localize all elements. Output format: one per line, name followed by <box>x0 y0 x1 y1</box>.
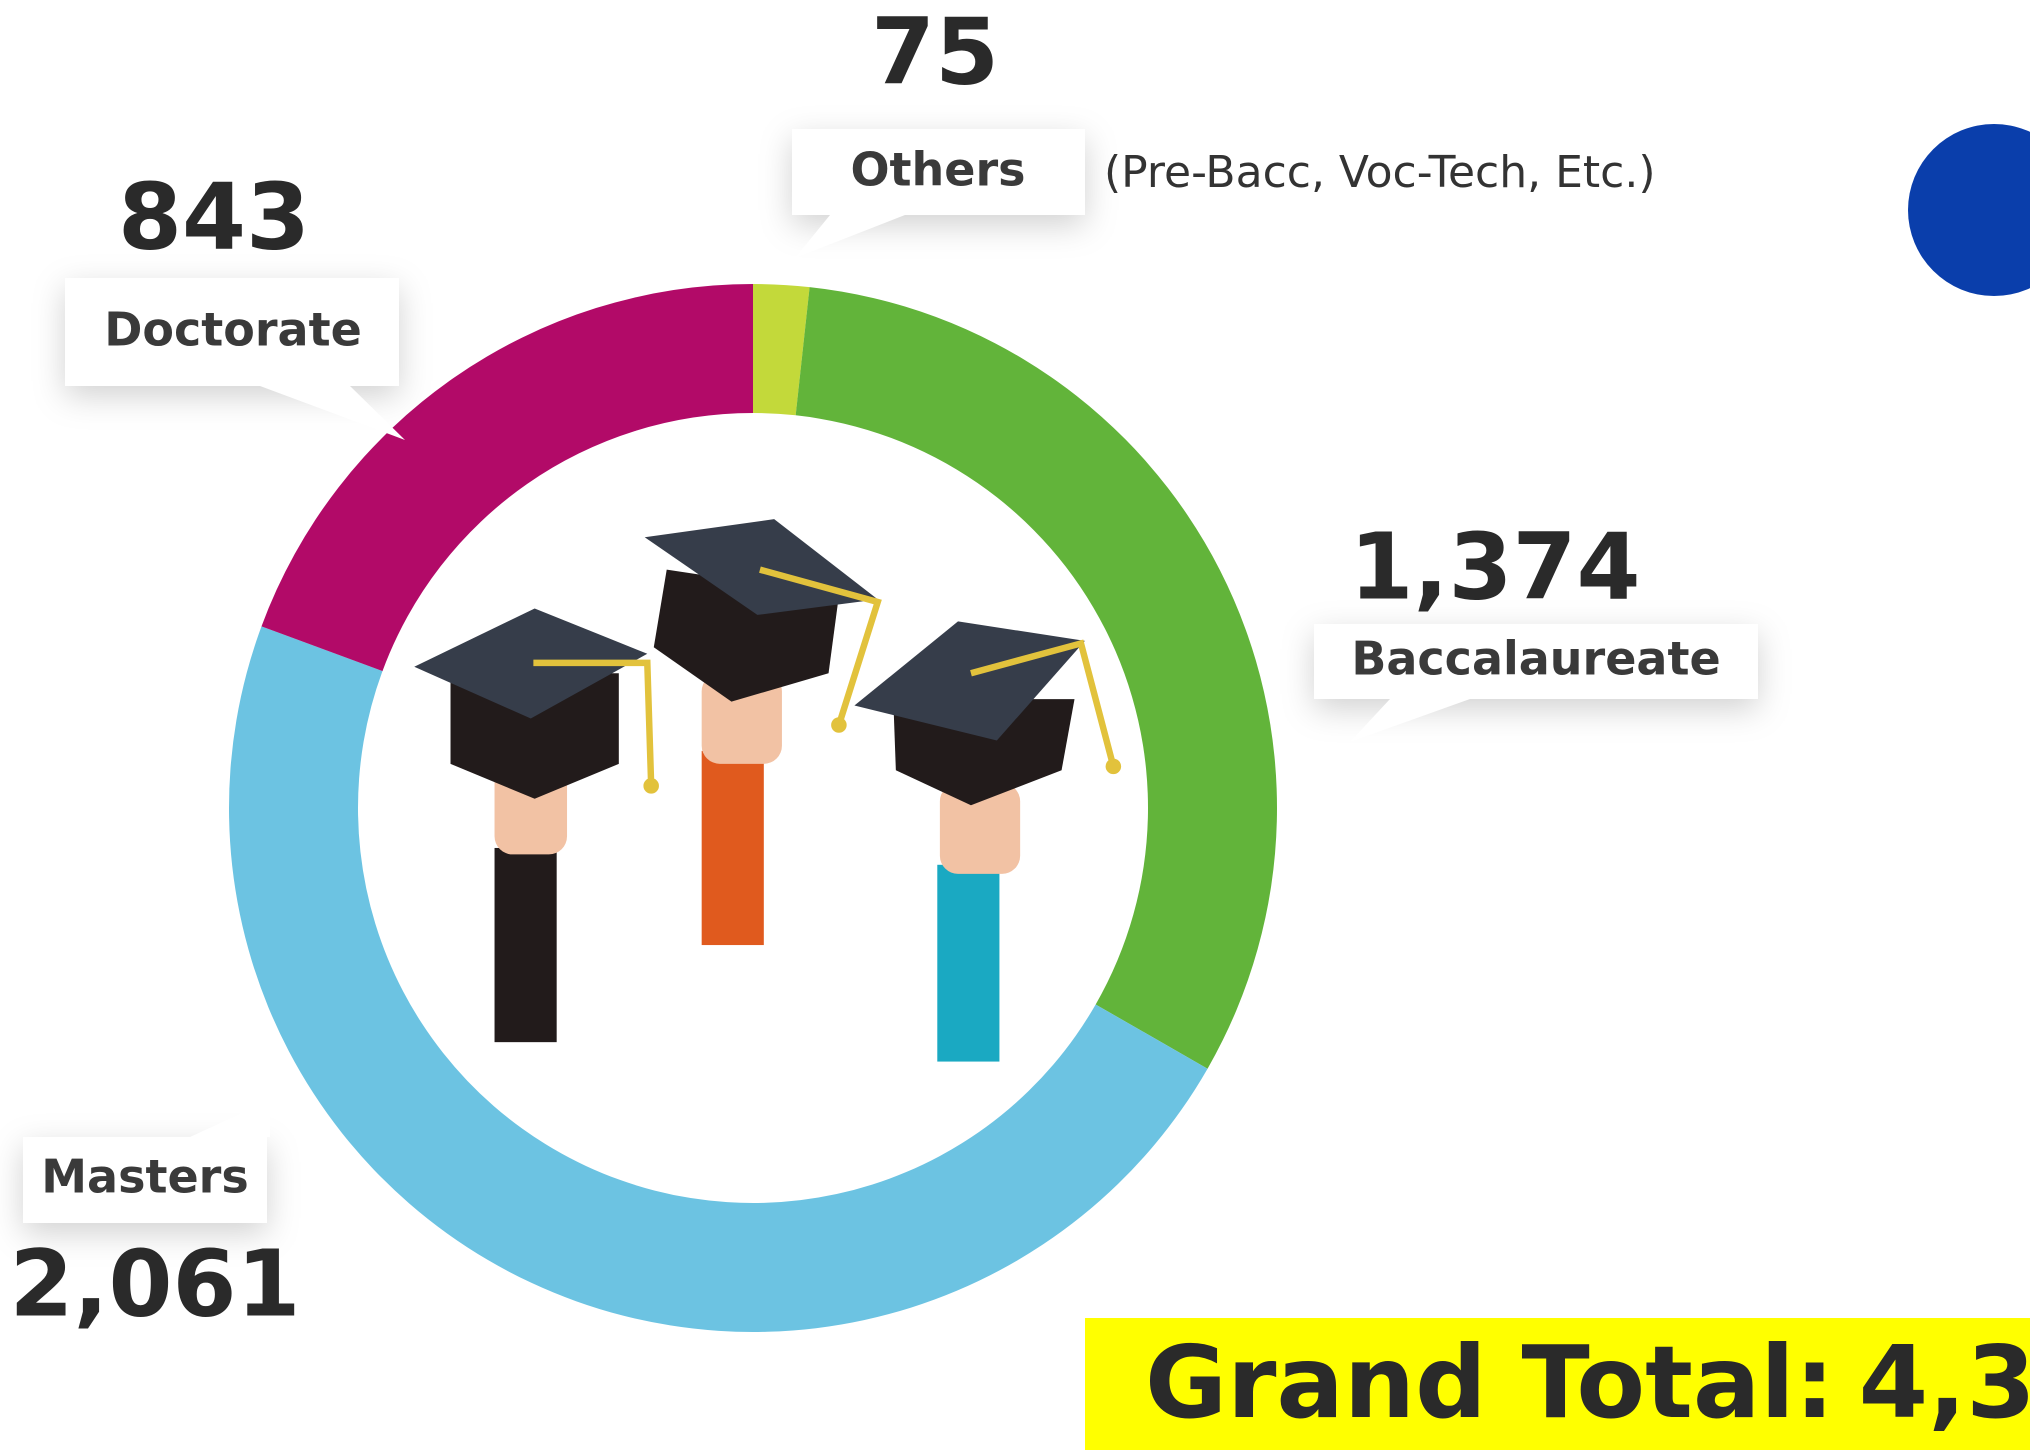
callout-pointer <box>190 1100 270 1137</box>
callout-box-face <box>1314 624 1758 699</box>
callout-box-face <box>792 129 1085 215</box>
value-label: 843 <box>118 163 310 270</box>
donut-segment <box>753 284 810 416</box>
callout: Doctorate 843 <box>65 163 405 440</box>
others-detail: (Pre-Bacc, Voc-Tech, Etc.) <box>1104 147 1655 198</box>
category-label: Baccalaureate <box>1351 632 1720 686</box>
category-label: Masters <box>41 1150 248 1204</box>
category-label: Doctorate <box>104 303 362 357</box>
graduates-illustration <box>414 519 1122 1062</box>
total-label: Grand Total: <box>1145 1324 1835 1441</box>
value-label: 1,374 <box>1349 513 1640 620</box>
donut-segment <box>228 626 1208 1333</box>
decor-dot <box>1908 124 2030 296</box>
donut <box>228 284 1278 1333</box>
callout-box-face <box>23 1137 267 1223</box>
callout-box-face <box>65 278 399 386</box>
donut-segment <box>261 284 753 672</box>
callout: Baccalaureate 1,374 <box>1314 513 1758 742</box>
value-label: 2,061 <box>9 1230 300 1337</box>
callout: Masters 2,061 <box>9 1100 301 1337</box>
grand-total: Grand Total:4,353 <box>1145 1324 2030 1441</box>
callout-pointer <box>795 215 905 258</box>
callout-pointer <box>1350 699 1470 742</box>
total-box <box>1085 1318 2030 1450</box>
value-label: 75 <box>871 0 999 105</box>
callout-pointer <box>260 386 405 440</box>
total-value: 4,353 <box>1859 1324 2030 1441</box>
donut-segment <box>795 287 1278 1069</box>
category-label: Others <box>850 143 1025 197</box>
labels: Others 75 Baccalaureate 1,374 Masters 2,061 Do… <box>9 0 1758 1337</box>
callout: Others 75 <box>792 0 1085 258</box>
